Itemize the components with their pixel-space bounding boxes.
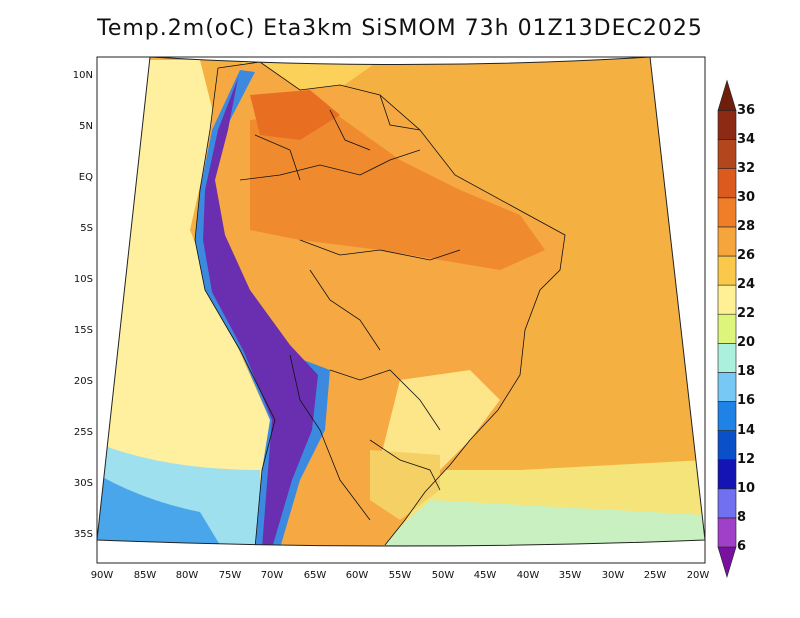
lon-label: 75W	[219, 570, 242, 581]
lat-label: 5S	[80, 223, 93, 234]
lon-label: 55W	[389, 570, 412, 581]
colorbar-label: 22	[737, 306, 755, 321]
lat-label: 15S	[74, 325, 93, 336]
lat-label: 10S	[74, 274, 93, 285]
lon-label: 60W	[346, 570, 369, 581]
lon-label: 80W	[176, 570, 199, 581]
colorbar-segment	[717, 313, 737, 344]
lat-label: 25S	[74, 427, 93, 438]
map-title: Temp.2m(oC) Eta3km SiSMOM 73h 01Z13DEC20…	[97, 16, 703, 41]
lon-label: 20W	[687, 570, 710, 581]
lon-label: 35W	[559, 570, 582, 581]
lon-label: 90W	[91, 570, 114, 581]
colorbar-label: 10	[737, 481, 755, 496]
lon-label: 85W	[134, 570, 157, 581]
colorbar-label: 34	[737, 132, 755, 147]
country-borders	[194, 61, 566, 546]
colorbar-segment	[717, 168, 737, 199]
lon-label: 25W	[644, 570, 667, 581]
colorbar-segment	[717, 255, 737, 286]
colorbar-segment	[717, 372, 737, 402]
colorbar-label: 30	[737, 190, 755, 205]
colorbar-label: 28	[737, 219, 755, 234]
lon-label: 65W	[304, 570, 327, 581]
colorbar-segment	[717, 197, 737, 228]
latitude-axis: 10N 5N EQ 5S 10S 15S 20S 25S 30S 35S	[73, 70, 93, 540]
pacific-coldest-field	[97, 470, 220, 545]
colorbar-label: 26	[737, 248, 755, 263]
colorbar-segment	[717, 430, 737, 461]
lat-label: 5N	[79, 121, 93, 132]
lat-label: EQ	[79, 172, 93, 183]
colorbar-segment	[717, 342, 737, 373]
colorbar-segment	[717, 488, 737, 519]
amazon-hot-field	[250, 110, 545, 270]
colorbar-segment	[717, 139, 737, 170]
atlantic-south-cool-field	[380, 500, 705, 545]
lon-label: 30W	[602, 570, 625, 581]
andes-cold-field	[203, 78, 318, 546]
colorbar-label: 12	[737, 452, 755, 467]
lon-label: 45W	[474, 570, 497, 581]
colorbar-segment	[717, 226, 737, 257]
lat-label: 10N	[73, 70, 93, 81]
colorbar	[717, 79, 737, 579]
domain-outline	[96, 56, 706, 547]
northern-hot-field	[250, 90, 340, 140]
colorbar-labels: 6 8 10 12 14 16 18 20 22 24 26 28 30 32 …	[737, 103, 755, 554]
lon-label: 70W	[261, 570, 284, 581]
colorbar-label: 16	[737, 393, 755, 408]
longitude-axis: 90W 85W 80W 75W 70W 65W 60W 55W 50W 45W …	[91, 570, 710, 581]
colorbar-segment	[717, 284, 737, 315]
colorbar-segment	[717, 546, 737, 579]
lat-label: 20S	[74, 376, 93, 387]
colorbar-label: 6	[737, 539, 746, 554]
lon-label: 40W	[517, 570, 540, 581]
colorbar-segment	[717, 79, 737, 111]
colorbar-segment	[717, 110, 737, 140]
colorbar-segment	[717, 401, 737, 431]
colorbar-segment	[717, 459, 737, 490]
lat-label: 30S	[74, 478, 93, 489]
colorbar-label: 20	[737, 335, 755, 350]
colorbar-label: 36	[737, 103, 755, 118]
colorbar-label: 24	[737, 277, 755, 292]
colorbar-segment	[717, 517, 737, 548]
plot-frame	[96, 56, 706, 564]
lat-label: 35S	[74, 529, 93, 540]
colorbar-label: 18	[737, 364, 755, 379]
lon-label: 50W	[432, 570, 455, 581]
colorbar-label: 14	[737, 423, 755, 438]
colorbar-label: 32	[737, 161, 755, 176]
colorbar-label: 8	[737, 510, 746, 525]
